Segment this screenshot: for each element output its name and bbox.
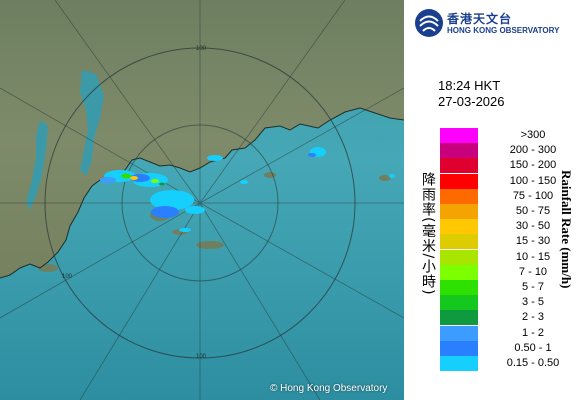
legend-label: 3 - 5: [521, 296, 544, 309]
legend-row: 2 - 3: [440, 310, 577, 326]
island: [38, 264, 58, 272]
legend-swatch: [440, 173, 478, 189]
island: [196, 241, 224, 249]
radial-lines: [0, 0, 404, 400]
island: [264, 172, 276, 178]
legend-row: >300: [440, 128, 577, 143]
hko-emblem-icon: [415, 9, 443, 37]
legend-row: 75 - 100: [440, 188, 577, 204]
range-ring-label: 100: [62, 274, 73, 280]
legend-row: 150 - 200: [440, 158, 577, 174]
legend-label: 200 - 300: [509, 144, 557, 157]
rain-echoes: [100, 147, 395, 232]
legend-swatch: [440, 264, 478, 280]
legend-row: 50 - 75: [440, 204, 577, 219]
copyright-notice: © Hong Kong Observatory: [270, 383, 388, 394]
legend-label: 30 - 50: [515, 220, 551, 233]
legend-label: 15 - 30: [515, 235, 551, 248]
legend-swatch: [440, 219, 478, 235]
observation-time: 18:24 HKT: [438, 78, 501, 93]
legend-row: 30 - 50: [440, 219, 577, 235]
legend-swatch: [440, 234, 478, 250]
legend-row: 0.50 - 1: [440, 340, 577, 356]
hko-logo: 香港天文台 HONG KONG OBSERVATORY: [414, 8, 574, 40]
legend-label: 2 - 3: [521, 311, 544, 324]
radar-map: 100 100 100 © Hong Kong Observatory: [0, 0, 404, 400]
org-name-cn: 香港天文台: [447, 12, 513, 26]
coastline: [0, 107, 404, 279]
legend-label: 5 - 7: [521, 281, 544, 293]
legend-swatch: [440, 356, 478, 371]
river-channel: [26, 120, 48, 210]
info-panel: 香港天文台 HONG KONG OBSERVATORY 18:24 HKT 27…: [404, 0, 577, 400]
legend-swatch: [440, 280, 478, 295]
legend-axis-label-cn: 降雨率(毫米/小時): [420, 172, 436, 296]
legend-label: 0.50 - 1: [514, 341, 552, 354]
legend-swatch: [440, 128, 478, 143]
legend-label: 100 - 150: [509, 174, 557, 187]
legend-swatch: [440, 295, 478, 311]
legend-row: 100 - 150: [440, 173, 577, 189]
legend-swatch: [440, 325, 478, 341]
pearl-river-estuary: [80, 70, 104, 176]
legend-row: 10 - 15: [440, 249, 577, 265]
legend-row: 1 - 2: [440, 325, 577, 341]
range-ring-label: 100: [196, 46, 207, 52]
legend-row: 0.15 - 0.50: [440, 356, 577, 371]
org-name-en: HONG KONG OBSERVATORY: [447, 26, 560, 35]
range-ring-label: 100: [196, 354, 207, 360]
legend-swatch: [440, 340, 478, 356]
land-area: [0, 0, 404, 278]
legend-label: 10 - 15: [515, 250, 551, 263]
legend-swatch: [440, 310, 478, 326]
legend-swatch: [440, 158, 478, 174]
legend-swatch: [440, 204, 478, 219]
legend-label: 1 - 2: [521, 326, 544, 339]
legend-axis-label-en: Rainfall Rate (mm/h): [559, 170, 574, 289]
legend-row: 5 - 7: [440, 280, 577, 295]
legend-row: 7 - 10: [440, 264, 577, 280]
legend-swatch: [440, 143, 478, 159]
legend-label: 7 - 10: [518, 265, 548, 278]
legend-label: 75 - 100: [512, 189, 554, 202]
legend-label: 150 - 200: [509, 159, 557, 172]
legend-swatch: [440, 188, 478, 204]
legend-label: >300: [520, 129, 546, 141]
legend-row: 200 - 300: [440, 143, 577, 159]
radar-map-canvas: 100 100 100: [0, 0, 404, 400]
island: [379, 175, 391, 181]
legend-label: 50 - 75: [515, 205, 551, 217]
legend-row: 15 - 30: [440, 234, 577, 250]
legend-swatch: [440, 249, 478, 265]
observation-date: 27-03-2026: [438, 94, 505, 109]
legend-row: 3 - 5: [440, 295, 577, 311]
legend-label: 0.15 - 0.50: [506, 357, 560, 369]
